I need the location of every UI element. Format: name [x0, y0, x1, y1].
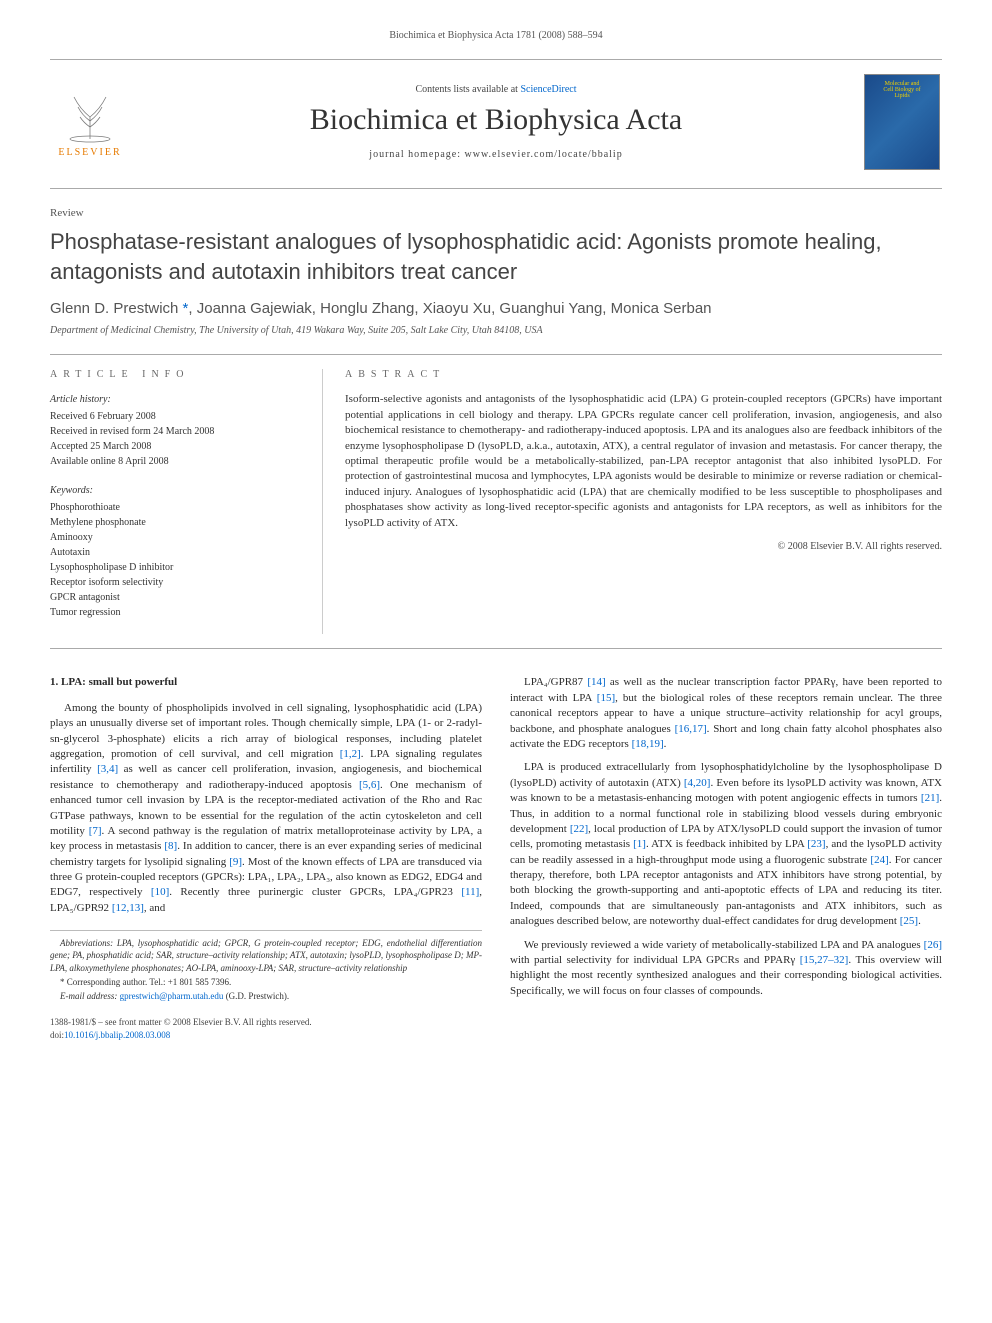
- body-para: LPA₄/GPR87 [14] as well as the nuclear t…: [510, 675, 942, 752]
- citation-link[interactable]: [12,13]: [112, 902, 144, 914]
- info-abstract-row: ARTICLE INFO Article history: Received 6…: [50, 354, 942, 649]
- email-label: E-mail address:: [60, 991, 120, 1001]
- citation-link[interactable]: [7]: [89, 825, 102, 837]
- contents-line: Contents lists available at ScienceDirec…: [130, 84, 862, 95]
- journal-cover-thumb: Molecular and Cell Biology of Lipids: [862, 72, 942, 172]
- email-suffix: (G.D. Prestwich).: [223, 991, 289, 1001]
- citation-link[interactable]: [5,6]: [359, 779, 380, 791]
- citation-link[interactable]: [22]: [570, 823, 588, 835]
- copyright-line: © 2008 Elsevier B.V. All rights reserved…: [345, 541, 942, 552]
- front-matter-line: 1388-1981/$ – see front matter © 2008 El…: [50, 1016, 482, 1029]
- citation-link[interactable]: [8]: [164, 840, 177, 852]
- citation-link[interactable]: [1,2]: [340, 748, 361, 760]
- citation-link[interactable]: [1]: [633, 838, 646, 850]
- cover-text-3: Lipids: [869, 93, 935, 99]
- citation-link[interactable]: [23]: [807, 838, 825, 850]
- citation-link[interactable]: [24]: [870, 854, 888, 866]
- header-citation: Biochimica et Biophysica Acta 1781 (2008…: [50, 30, 942, 41]
- citation-link[interactable]: [18,19]: [632, 738, 664, 750]
- sciencedirect-link[interactable]: ScienceDirect: [520, 84, 576, 95]
- page-container: Biochimica et Biophysica Acta 1781 (2008…: [0, 0, 992, 1081]
- history-online: Available online 8 April 2008: [50, 454, 300, 469]
- keyword: GPCR antagonist: [50, 590, 300, 605]
- body-para: We previously reviewed a wide variety of…: [510, 938, 942, 1000]
- body-columns: 1. LPA: small but powerful Among the bou…: [50, 675, 942, 1041]
- abbrev-text: Abbreviations: LPA, lysophosphatidic aci…: [50, 938, 482, 972]
- body-para: Among the bounty of phospholipids involv…: [50, 701, 482, 916]
- journal-homepage: journal homepage: www.elsevier.com/locat…: [130, 149, 862, 160]
- history-block: Article history: Received 6 February 200…: [50, 392, 300, 469]
- section-heading-1: 1. LPA: small but powerful: [50, 675, 482, 690]
- corresponding-note: * Corresponding author. Tel.: +1 801 585…: [50, 976, 482, 988]
- author-rest: , Joanna Gajewiak, Honglu Zhang, Xiaoyu …: [188, 300, 711, 317]
- author-list: Glenn D. Prestwich *, Joanna Gajewiak, H…: [50, 300, 942, 317]
- publisher-logo-block: ELSEVIER: [50, 87, 130, 158]
- masthead: ELSEVIER Contents lists available at Sci…: [50, 59, 942, 189]
- citation-link[interactable]: [21]: [921, 792, 939, 804]
- citation-link[interactable]: [15,27–32]: [800, 954, 849, 966]
- citation-link[interactable]: [25]: [900, 915, 918, 927]
- doi-prefix: doi:: [50, 1030, 64, 1040]
- footer-meta: 1388-1981/$ – see front matter © 2008 El…: [50, 1016, 482, 1041]
- keyword: Methylene phosphonate: [50, 515, 300, 530]
- citation-link[interactable]: [3,4]: [97, 763, 118, 775]
- citation-link[interactable]: [11]: [461, 886, 479, 898]
- body-para: LPA is produced extracellularly from lys…: [510, 760, 942, 929]
- citation-link[interactable]: [16,17]: [675, 723, 707, 735]
- article-title: Phosphatase-resistant analogues of lysop…: [50, 227, 942, 286]
- abstract-text: Isoform-selective agonists and antagonis…: [345, 392, 942, 531]
- affiliation: Department of Medicinal Chemistry, The U…: [50, 325, 942, 336]
- keyword: Tumor regression: [50, 605, 300, 620]
- history-revised: Received in revised form 24 March 2008: [50, 424, 300, 439]
- history-label: Article history:: [50, 392, 300, 407]
- keyword: Phosphorothioate: [50, 500, 300, 515]
- keyword: Receptor isoform selectivity: [50, 575, 300, 590]
- contents-prefix: Contents lists available at: [415, 84, 520, 95]
- citation-link[interactable]: [26]: [924, 939, 942, 951]
- journal-title: Biochimica et Biophysica Acta: [130, 103, 862, 137]
- email-note: E-mail address: gprestwich@pharm.utah.ed…: [50, 990, 482, 1002]
- abbreviations-note: Abbreviations: LPA, lysophosphatidic aci…: [50, 937, 482, 973]
- masthead-center: Contents lists available at ScienceDirec…: [130, 84, 862, 160]
- keywords-label: Keywords:: [50, 483, 300, 498]
- author-lead: Glenn D. Prestwich: [50, 300, 183, 317]
- footnotes: Abbreviations: LPA, lysophosphatidic aci…: [50, 930, 482, 1002]
- citation-link[interactable]: [4,20]: [684, 777, 711, 789]
- abstract-head: ABSTRACT: [345, 369, 942, 380]
- citation-link[interactable]: [9]: [229, 856, 242, 868]
- doi-line: doi:10.1016/j.bbalip.2008.03.008: [50, 1029, 482, 1042]
- body-col-right: LPA₄/GPR87 [14] as well as the nuclear t…: [510, 675, 942, 1041]
- citation-link[interactable]: [14]: [587, 676, 605, 688]
- doi-link[interactable]: 10.1016/j.bbalip.2008.03.008: [64, 1030, 170, 1040]
- citation-link[interactable]: [15]: [597, 692, 615, 704]
- keywords-block: Keywords: Phosphorothioate Methylene pho…: [50, 483, 300, 620]
- elsevier-tree-icon: [60, 87, 120, 143]
- elsevier-label: ELSEVIER: [58, 147, 121, 158]
- history-accepted: Accepted 25 March 2008: [50, 439, 300, 454]
- keyword: Aminooxy: [50, 530, 300, 545]
- keyword: Autotaxin: [50, 545, 300, 560]
- keyword: Lysophospholipase D inhibitor: [50, 560, 300, 575]
- history-received: Received 6 February 2008: [50, 409, 300, 424]
- article-info-head: ARTICLE INFO: [50, 369, 300, 380]
- article-info-col: ARTICLE INFO Article history: Received 6…: [50, 369, 300, 634]
- article-type-label: Review: [50, 207, 942, 219]
- abstract-col: ABSTRACT Isoform-selective agonists and …: [322, 369, 942, 634]
- email-link[interactable]: gprestwich@pharm.utah.edu: [120, 991, 224, 1001]
- body-col-left: 1. LPA: small but powerful Among the bou…: [50, 675, 482, 1041]
- citation-link[interactable]: [10]: [151, 886, 169, 898]
- journal-cover-image: Molecular and Cell Biology of Lipids: [864, 74, 940, 170]
